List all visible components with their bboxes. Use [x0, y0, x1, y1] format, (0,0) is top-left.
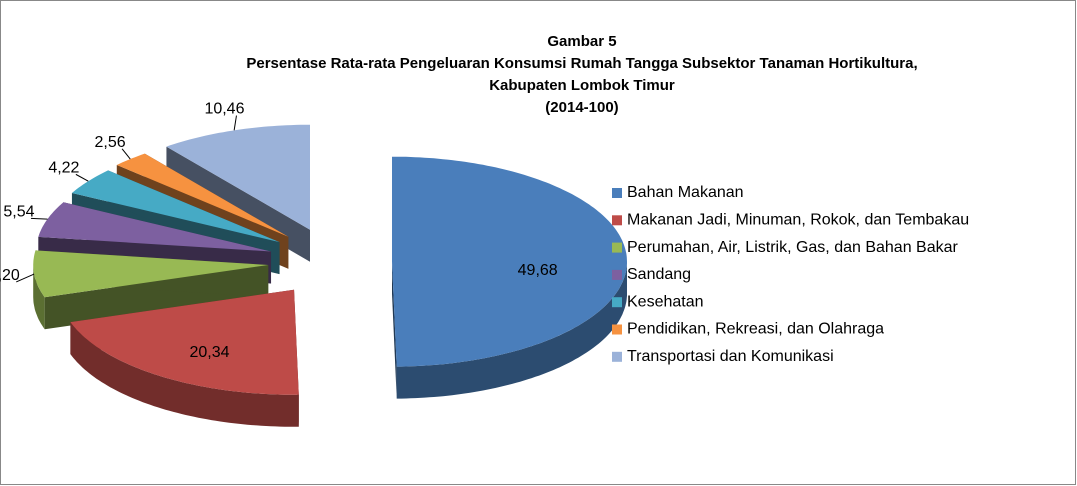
data-label: 5,54	[3, 204, 34, 221]
data-label: 4,22	[48, 160, 79, 177]
pie	[33, 124, 627, 427]
slice-side	[70, 322, 299, 427]
legend-swatch	[612, 324, 622, 335]
leader-line	[16, 273, 35, 283]
legend-label: Kesehatan	[627, 293, 704, 310]
legend-swatch	[612, 188, 622, 198]
data-label: 10,46	[204, 101, 244, 118]
legend-label: Bahan Makanan	[627, 184, 744, 201]
chart-title: Gambar 5	[547, 33, 616, 50]
leader-line	[75, 173, 89, 182]
legend-swatch	[612, 269, 622, 280]
data-label: 2,56	[95, 134, 126, 151]
leader-line	[121, 148, 131, 160]
slice	[33, 250, 269, 298]
legend-label: Pendidikan, Rekreasi, dan Olahraga	[627, 321, 884, 338]
legend-label: Sandang	[627, 266, 691, 283]
slice	[116, 153, 289, 237]
leader-line	[30, 217, 48, 220]
data-label: 7,20	[0, 267, 20, 284]
slice	[71, 170, 280, 243]
chart-subtitle: Kabupaten Lombok Timur	[489, 77, 675, 94]
leader-line	[233, 115, 237, 131]
slice-side	[33, 265, 45, 330]
chart-subtitle: Persentase Rata-rata Pengeluaran Konsums…	[246, 55, 917, 72]
legend-swatch	[612, 351, 622, 362]
slice	[391, 156, 627, 367]
legend-swatch	[612, 215, 622, 226]
slice-wall	[391, 261, 397, 399]
chart-subtitle: (2014-100)	[545, 99, 618, 116]
slice-side	[396, 261, 627, 399]
legend-label: Transportasi dan Komunikasi	[627, 348, 834, 365]
slice	[166, 124, 310, 230]
data-label: 20,34	[189, 344, 229, 361]
legend-label: Makanan Jadi, Minuman, Rokok, dan Tembak…	[627, 212, 969, 229]
legend-label: Perumahan, Air, Listrik, Gas, dan Bahan …	[627, 239, 959, 256]
legend-swatch	[612, 242, 622, 253]
data-label: 49,68	[518, 262, 558, 279]
slice	[38, 202, 272, 252]
slice	[70, 289, 299, 395]
legend-swatch	[612, 297, 622, 308]
